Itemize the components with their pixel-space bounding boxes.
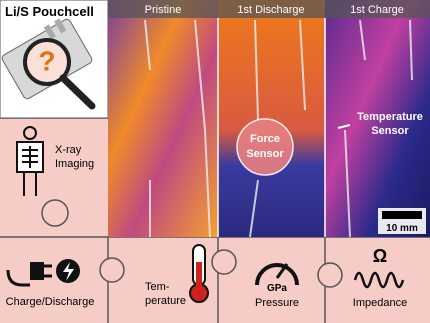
method-label: X-ray — [55, 144, 82, 156]
title: Li/S Pouchcell — [5, 4, 94, 19]
xray-icon — [16, 126, 44, 196]
method-label: perature — [145, 295, 186, 307]
method-label: Imaging — [55, 158, 94, 170]
omega: Ω — [373, 246, 387, 266]
question-mark: ? — [38, 45, 55, 76]
pristine-image — [108, 0, 218, 237]
plug-icon — [6, 259, 80, 287]
thermometer-icon — [189, 244, 209, 303]
pouchcell-icon — [1, 18, 96, 110]
gauge-icon — [255, 263, 299, 286]
wires — [144, 19, 413, 238]
method-label: Charge/Discharge — [6, 296, 95, 308]
scale-bar — [382, 211, 422, 219]
method-label: Impedance — [353, 297, 407, 309]
wave-icon — [353, 271, 405, 289]
panel-header-bar — [108, 0, 430, 18]
panel-label: 1st Charge — [350, 4, 404, 16]
method-label: Tem- — [145, 281, 170, 293]
method-label: Pressure — [255, 297, 299, 309]
annotation: Force — [250, 133, 280, 145]
force-sensor — [236, 118, 294, 176]
charge-image — [325, 0, 430, 237]
annotation: Temperature — [357, 111, 423, 123]
arrow — [337, 124, 351, 129]
panel-label: 1st Discharge — [237, 4, 304, 16]
scale-label: 10 mm — [386, 223, 418, 234]
annotation: Sensor — [371, 125, 409, 137]
annotation: Sensor — [246, 148, 284, 160]
unit-label: GPa — [267, 283, 287, 294]
discharge-image — [218, 0, 325, 237]
panel-label: Pristine — [145, 4, 182, 16]
